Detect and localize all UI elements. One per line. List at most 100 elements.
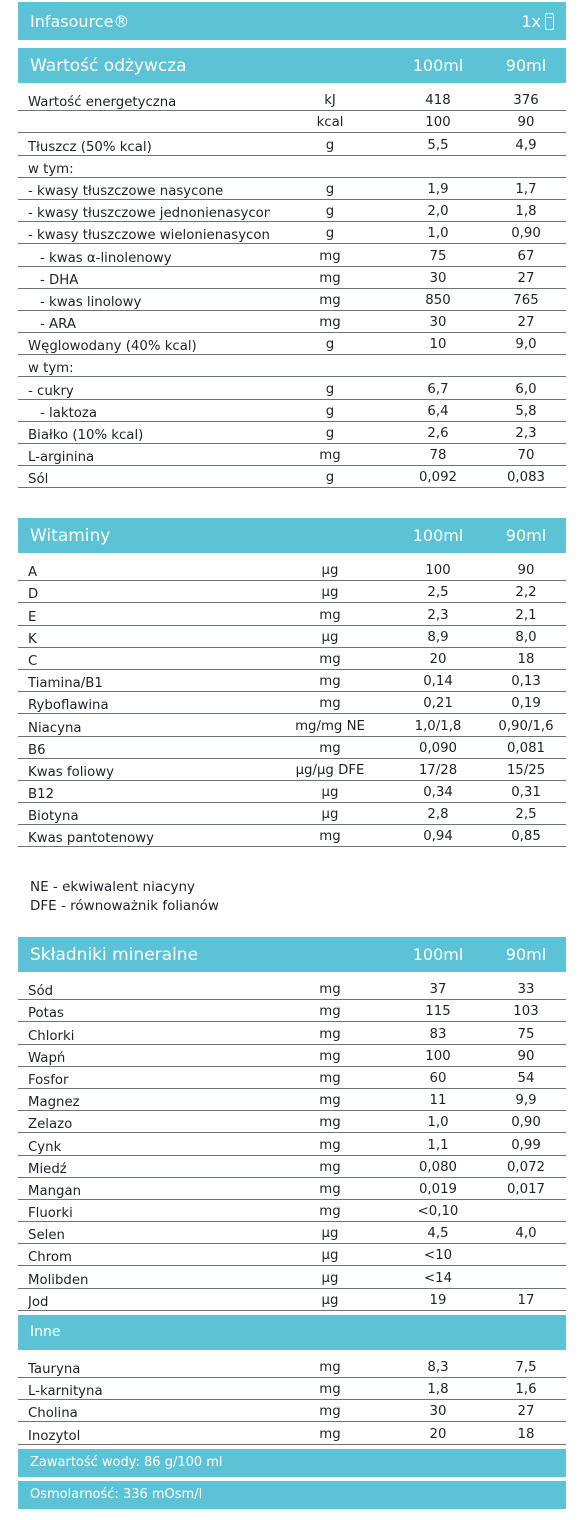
row-label: Mangan [28, 1183, 82, 1199]
row-value-100ml: 0,34 [423, 785, 453, 801]
row-value-100ml: 37 [429, 982, 447, 998]
row-value-100ml: 6,4 [427, 403, 449, 419]
row-label: Wartość energetyczna [28, 95, 177, 111]
row-label: - kwas α-linolenowy [40, 250, 172, 266]
water-content: Zawartość wody: 86 g/100 ml [30, 1455, 223, 1471]
row-value-100ml: 418 [425, 93, 451, 109]
row-value-100ml: 0,94 [423, 829, 453, 845]
row-value-90ml: 376 [513, 93, 539, 109]
row-value-100ml: 1,8 [427, 1382, 449, 1398]
row-value-100ml: 0,090 [418, 740, 458, 756]
row-unit: mg [319, 1070, 341, 1086]
row-unit: mg [319, 1360, 341, 1375]
row-value-100ml: 17/28 [418, 762, 458, 778]
row-value-100ml: 115 [425, 1004, 451, 1020]
row-value-100ml: 0,080 [418, 1159, 458, 1175]
table-row: - kwasy tłuszczowe nasycone g 1,9 1,7 [18, 178, 566, 200]
row-label: Jod [28, 1294, 49, 1310]
row-unit: mg [319, 1382, 341, 1398]
other-title: Inne [30, 1324, 61, 1341]
row-label: Niacyna [28, 720, 82, 736]
row-label: - kwasy tłuszczowe wielonienasycone [28, 228, 270, 244]
row-label: Węglowodany (40% kcal) [28, 339, 197, 355]
row-value-100ml: 60 [429, 1070, 447, 1086]
table-row: - kwas linolowy mg 850 765 [18, 289, 566, 311]
table-row: w tym: [18, 355, 566, 378]
row-label: Molibden [28, 1272, 89, 1288]
row-value-90ml: 15/25 [506, 762, 546, 778]
row-value-90ml: 0,90 [511, 226, 541, 242]
table-row: Wapń mg 100 90 [18, 1045, 566, 1067]
row-unit: mg [319, 1048, 341, 1064]
table-row: Sól g 0,092 0,083 [18, 466, 566, 489]
table-row: Magnez mg 11 9,9 [18, 1089, 566, 1112]
row-value-90ml: 90 [517, 115, 535, 131]
table-row: Węglowodany (40% kcal) g 10 9,0 [18, 333, 566, 356]
table-row: - ARA mg 30 27 [18, 311, 566, 334]
row-label: Miedź [28, 1161, 67, 1177]
row-value-100ml: 8,3 [427, 1360, 449, 1375]
row-label: K [28, 631, 37, 647]
osmolarity-bar: Osmolarność: 336 mOsm/l [18, 1480, 566, 1509]
row-unit: g [325, 137, 335, 153]
row-unit: mg [319, 1426, 341, 1442]
row-value-100ml: 11 [429, 1093, 447, 1109]
nutrition-header: Wartość odżywcza 100ml 90ml [18, 48, 566, 83]
row-label: Magnez [28, 1095, 80, 1111]
row-value-90ml: 1,8 [515, 204, 537, 220]
row-value-90ml: 0,90/1,6 [498, 718, 554, 734]
row-value-90ml: 6,0 [515, 381, 537, 397]
table-row: Ryboflawina mg 0,21 0,19 [18, 692, 566, 715]
row-unit: mg [319, 1404, 341, 1420]
table-row: Tiamina/B1 mg 0,14 0,13 [18, 670, 566, 693]
row-value-90ml: 17 [517, 1292, 535, 1308]
table-row: Żelazo mg 1,0 0,90 [18, 1111, 566, 1134]
table-row: B6 mg 0,090 0,081 [18, 737, 566, 759]
row-value-90ml: 54 [517, 1070, 535, 1086]
row-value-100ml: 30 [429, 270, 447, 286]
row-unit: mg [319, 448, 341, 464]
table-row: - laktoza g 6,4 5,8 [18, 400, 566, 422]
row-value-100ml: 75 [429, 248, 447, 264]
row-unit: mg [319, 651, 341, 667]
row-value-90ml: 9,0 [515, 337, 537, 353]
row-unit: mg [319, 315, 341, 331]
table-row: Jod µg 19 17 [18, 1289, 566, 1311]
col-90ml: 90ml [505, 945, 547, 964]
row-unit: µg/µg DFE [295, 762, 365, 778]
notes: NE - ekwiwalent niacyny DFE - równoważni… [30, 878, 219, 916]
table-row: Miedź mg 0,080 0,072 [18, 1156, 566, 1178]
row-unit: mg [319, 270, 341, 286]
row-value-100ml: 1,0 [427, 226, 449, 242]
row-unit: mg [319, 1026, 341, 1042]
row-unit: g [325, 426, 335, 441]
row-label: Chrom [28, 1250, 72, 1266]
row-value-90ml: 75 [517, 1026, 535, 1042]
minerals-header: Składniki mineralne 100ml 90ml [18, 937, 566, 972]
row-value-100ml: <0,10 [417, 1204, 459, 1220]
table-row: Białko (10% kcal) g 2,6 2,3 [18, 422, 566, 444]
row-unit: mg [319, 1137, 341, 1153]
row-unit: µg [321, 1292, 339, 1308]
row-unit: mg [319, 740, 341, 756]
row-value-90ml: 9,9 [515, 1093, 537, 1109]
row-value-100ml: 20 [429, 651, 447, 667]
table-row: Cholina mg 30 27 [18, 1400, 566, 1423]
row-value-90ml: 0,90 [511, 1115, 541, 1131]
row-unit: mg [319, 1093, 341, 1109]
row-value-90ml: 1,6 [515, 1382, 537, 1398]
row-value-100ml: 100 [425, 1048, 451, 1064]
row-label: Ryboflawina [28, 698, 109, 714]
row-value-100ml: 2,6 [427, 426, 449, 441]
row-label: Wapń [28, 1050, 66, 1066]
row-label: Kwas foliowy [28, 764, 114, 780]
row-unit: µg [321, 1270, 339, 1286]
row-unit: mg [319, 982, 341, 998]
row-label: L-arginina [28, 450, 95, 466]
row-label: Cynk [28, 1139, 62, 1155]
row-unit: mg/mg NE [295, 718, 365, 734]
row-value-90ml: 0,19 [511, 696, 541, 712]
